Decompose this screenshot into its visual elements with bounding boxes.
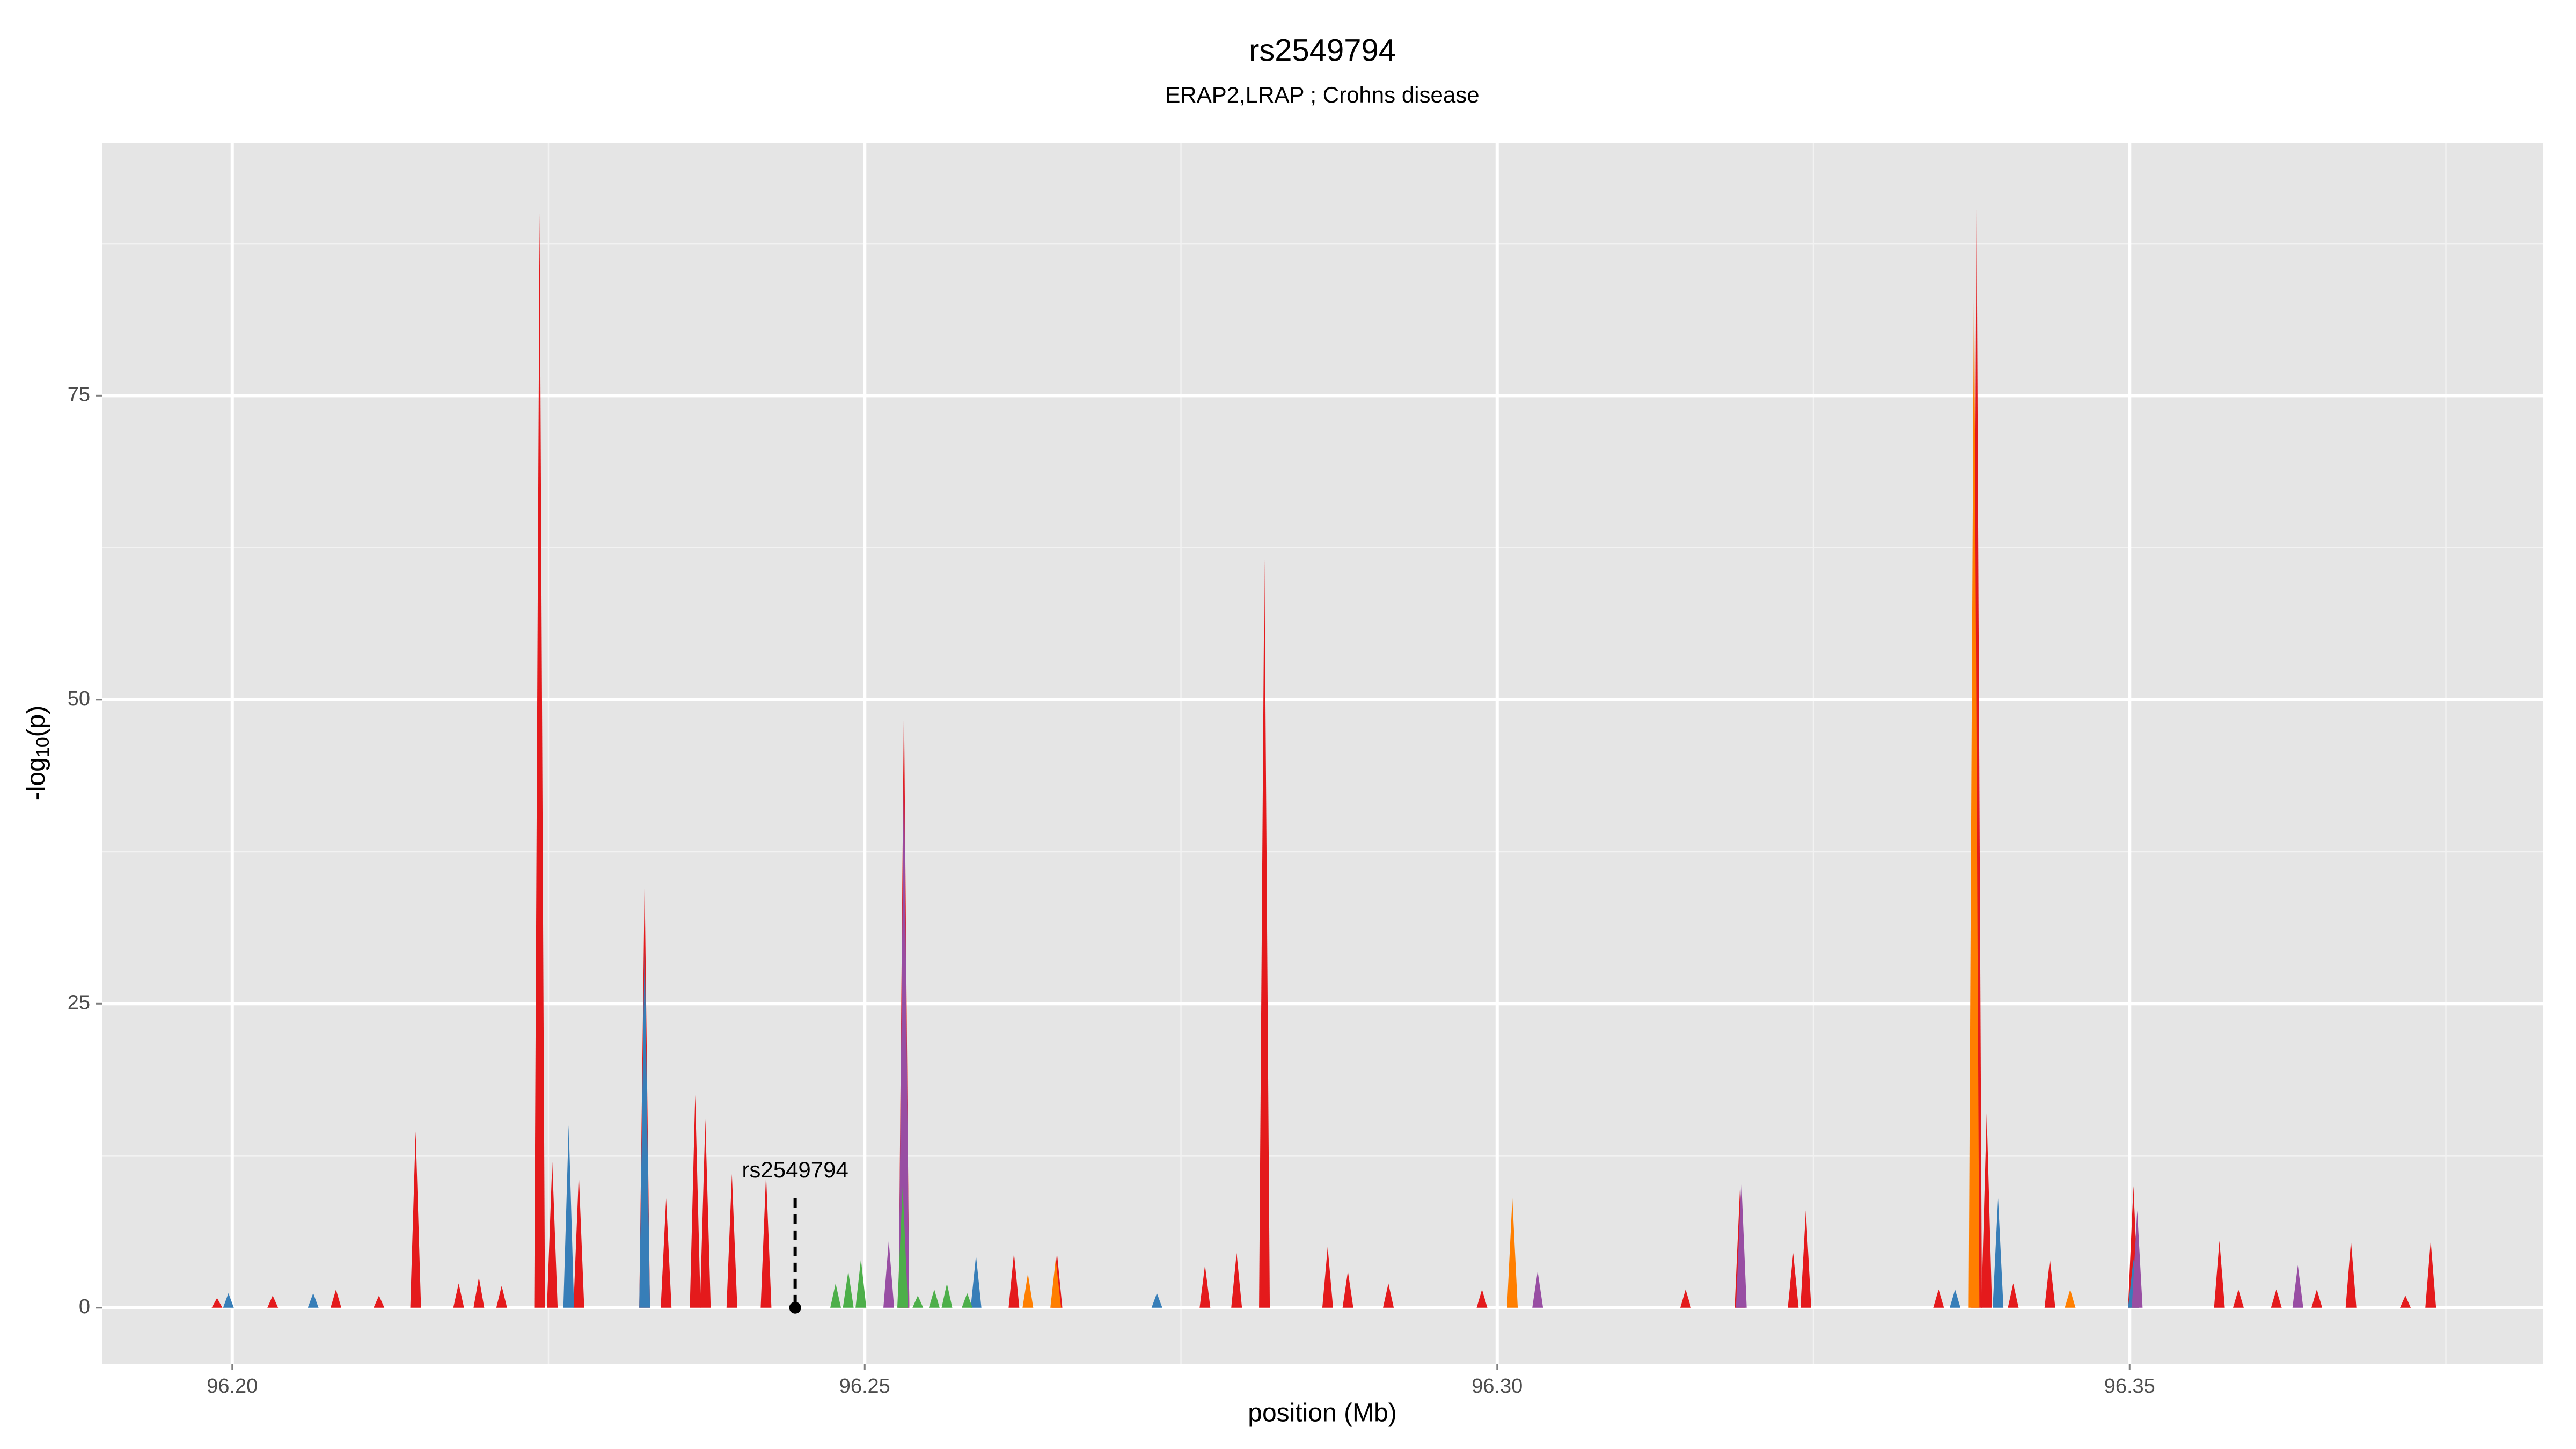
spike [830,1283,841,1308]
spike [760,1174,772,1308]
spike [1968,262,1980,1308]
spike [1981,1113,1992,1308]
annotation-point [789,1301,801,1314]
spike [1151,1293,1162,1308]
spike [547,1161,558,1308]
spike [970,1255,982,1308]
spike [928,1289,940,1308]
spike [1322,1247,1333,1308]
spike [883,1241,895,1308]
spike [898,760,910,1308]
x-tick-label: 96.35 [2104,1375,2155,1397]
spike [1993,1198,2004,1308]
spike [331,1289,342,1308]
x-tick-label: 96.25 [839,1375,890,1397]
spike [941,1283,953,1308]
spike [2425,1241,2436,1308]
spike [1050,1259,1062,1308]
spike [1476,1289,1488,1308]
spike [912,1296,924,1308]
spike [1231,1253,1242,1308]
spike [267,1296,279,1308]
spike [453,1283,464,1308]
spike [573,1174,584,1308]
spike [2065,1289,2076,1308]
spike [1949,1289,1960,1308]
spike [496,1285,507,1308]
y-tick-label: 25 [68,991,90,1014]
y-title-part: -log [22,757,50,800]
panel [102,143,2543,1364]
spike [855,1259,867,1308]
y-title-subscript: 10 [33,737,53,757]
spike [962,1293,973,1308]
spike [2271,1289,2282,1308]
spike [1199,1265,1211,1308]
spike [700,1119,711,1308]
spike [2233,1289,2244,1308]
spike [1788,1253,1799,1308]
x-axis-title: position (Mb) [1248,1399,1396,1428]
chart-subtitle: ERAP2,LRAP ; Crohns disease [1165,82,1479,107]
spike [534,213,545,1308]
spike [1259,560,1270,1308]
spike [2044,1259,2055,1308]
spike [1342,1271,1353,1308]
spike [1800,1210,1811,1308]
spike [1022,1274,1034,1308]
spike [223,1293,234,1308]
x-tick-label: 96.20 [207,1375,258,1397]
spike [843,1271,854,1308]
spike [897,1186,908,1308]
spike [2292,1265,2303,1308]
spike [1532,1271,1543,1308]
spike [1736,1180,1747,1308]
annotation-label: rs2549794 [742,1157,848,1182]
spike [410,1131,421,1308]
spike [211,1298,223,1308]
spike [2008,1283,2019,1308]
spike [308,1293,319,1308]
spike [2400,1296,2411,1308]
spike [2132,1210,2143,1308]
spike [473,1277,485,1308]
y-tick-label: 75 [68,383,90,406]
y-title-part: (p) [22,706,50,737]
y-tick-label: 50 [68,687,90,710]
spike [1008,1253,1020,1308]
spike [1680,1289,1691,1308]
x-tick-label: 96.30 [1472,1375,1523,1397]
spike [374,1296,385,1308]
spike [661,1198,672,1308]
spike [690,1095,701,1308]
spike [1507,1198,1518,1308]
spike [726,1174,737,1308]
spike [1933,1289,1944,1308]
y-axis-title: -log10(p) [22,706,53,801]
spike [2345,1241,2357,1308]
spike [563,1125,574,1308]
spike [2311,1289,2323,1308]
y-tick-label: 0 [79,1296,90,1318]
spike [2214,1241,2225,1308]
chart-title: rs2549794 [1249,33,1396,68]
spike [639,942,650,1308]
spike [1383,1283,1394,1308]
